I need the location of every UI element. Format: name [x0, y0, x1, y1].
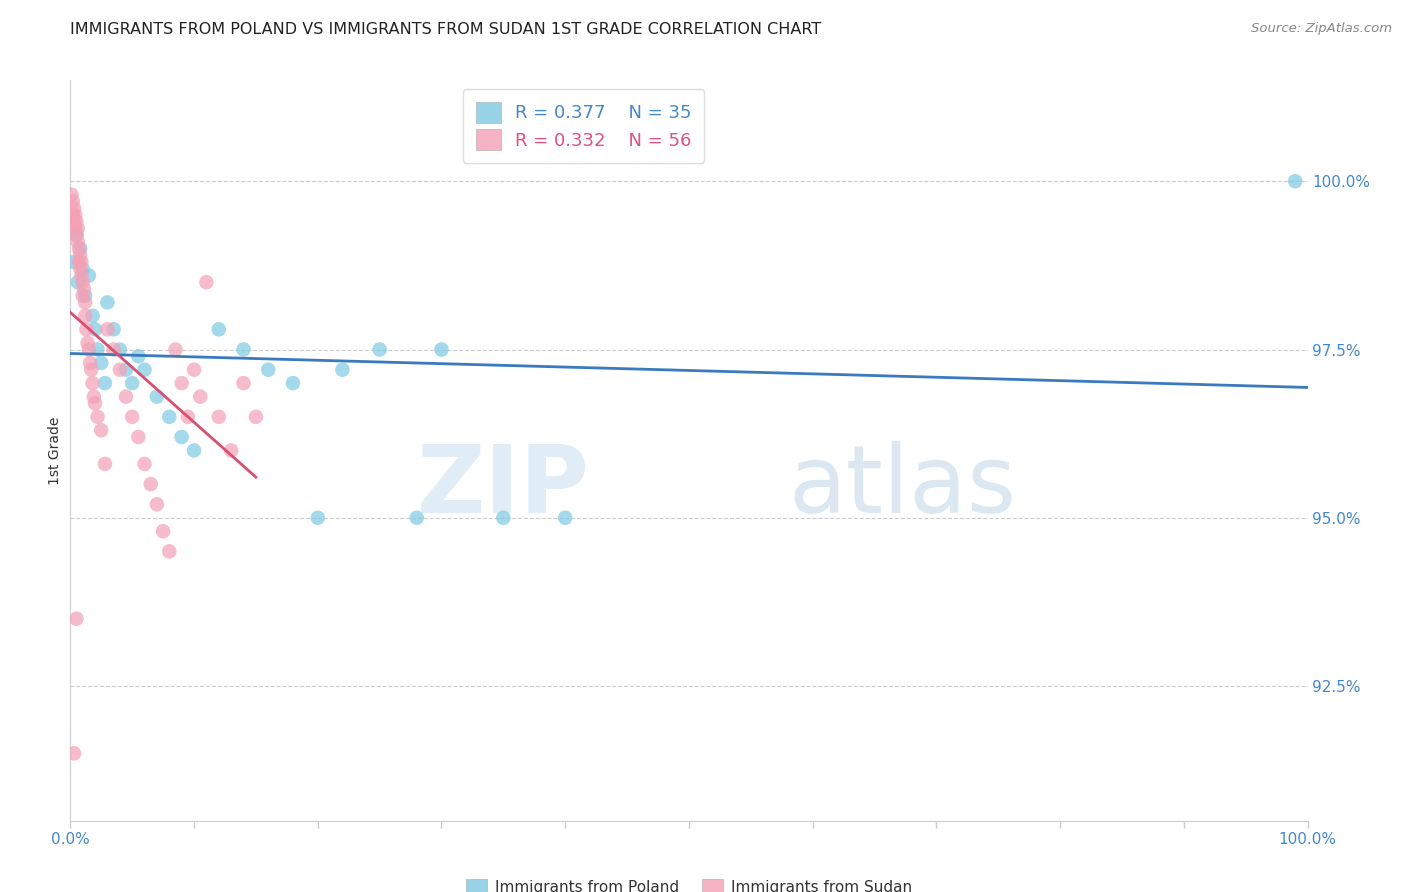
- Point: [82, 309, 104, 323]
- Point: [170, 376, 193, 391]
- Point: [219, 443, 242, 458]
- Point: [177, 409, 200, 424]
- Point: [63, 201, 86, 215]
- Point: [82, 376, 104, 391]
- Point: [103, 343, 125, 357]
- Point: [257, 362, 280, 376]
- Point: [121, 376, 143, 391]
- Point: [134, 457, 156, 471]
- Legend: Immigrants from Poland, Immigrants from Sudan: Immigrants from Poland, Immigrants from …: [460, 872, 918, 892]
- Point: [139, 477, 162, 491]
- Point: [75, 295, 97, 310]
- Point: [232, 376, 254, 391]
- Point: [554, 510, 576, 524]
- Text: atlas: atlas: [787, 442, 1017, 533]
- Point: [84, 396, 107, 410]
- Point: [77, 268, 100, 283]
- Point: [165, 343, 187, 357]
- Point: [65, 228, 87, 243]
- Point: [75, 322, 97, 336]
- Point: [70, 268, 93, 283]
- Point: [146, 390, 169, 404]
- Point: [405, 510, 427, 524]
- Point: [63, 255, 86, 269]
- Point: [75, 309, 97, 323]
- Point: [208, 322, 231, 336]
- Point: [63, 747, 86, 761]
- Point: [121, 409, 143, 424]
- Point: [65, 214, 87, 228]
- Point: [281, 376, 304, 391]
- Point: [146, 497, 169, 511]
- Point: [65, 612, 87, 626]
- Point: [96, 295, 118, 310]
- Point: [69, 248, 91, 262]
- Point: [86, 343, 108, 357]
- Point: [103, 322, 125, 336]
- Point: [66, 235, 89, 249]
- Point: [127, 430, 149, 444]
- Point: [84, 322, 107, 336]
- Point: [94, 457, 117, 471]
- Point: [77, 343, 100, 357]
- Text: Source: ZipAtlas.com: Source: ZipAtlas.com: [1251, 22, 1392, 36]
- Point: [108, 362, 131, 376]
- Point: [80, 362, 103, 376]
- Point: [90, 423, 112, 437]
- Point: [65, 228, 87, 243]
- Point: [62, 208, 84, 222]
- Point: [66, 221, 89, 235]
- Point: [79, 356, 101, 370]
- Point: [72, 275, 94, 289]
- Point: [62, 194, 84, 209]
- Point: [134, 362, 156, 376]
- Point: [72, 261, 94, 276]
- Point: [170, 430, 193, 444]
- Point: [183, 443, 205, 458]
- Point: [115, 362, 138, 376]
- Point: [90, 356, 112, 370]
- Point: [73, 282, 96, 296]
- Point: [69, 261, 91, 276]
- Point: [208, 409, 231, 424]
- Point: [368, 343, 391, 357]
- Point: [94, 376, 117, 391]
- Point: [86, 409, 108, 424]
- Point: [96, 322, 118, 336]
- Text: ZIP: ZIP: [418, 442, 591, 533]
- Point: [245, 409, 267, 424]
- Point: [70, 255, 93, 269]
- Point: [157, 409, 180, 424]
- Point: [188, 390, 211, 404]
- Point: [183, 362, 205, 376]
- Text: IMMIGRANTS FROM POLAND VS IMMIGRANTS FROM SUDAN 1ST GRADE CORRELATION CHART: IMMIGRANTS FROM POLAND VS IMMIGRANTS FRO…: [70, 22, 821, 37]
- Point: [65, 208, 87, 222]
- Point: [63, 214, 86, 228]
- Point: [232, 343, 254, 357]
- Point: [492, 510, 515, 524]
- Point: [115, 390, 138, 404]
- Point: [307, 510, 329, 524]
- Point: [83, 390, 105, 404]
- Point: [127, 349, 149, 363]
- Point: [108, 343, 131, 357]
- Point: [69, 242, 91, 256]
- Point: [65, 221, 87, 235]
- Point: [157, 544, 180, 558]
- Point: [67, 242, 90, 256]
- Point: [66, 275, 89, 289]
- Point: [72, 288, 94, 302]
- Point: [1284, 174, 1306, 188]
- Point: [332, 362, 354, 376]
- Point: [75, 288, 97, 302]
- Point: [430, 343, 453, 357]
- Point: [60, 187, 83, 202]
- Point: [152, 524, 174, 539]
- Point: [76, 335, 98, 350]
- Point: [67, 255, 90, 269]
- Y-axis label: 1st Grade: 1st Grade: [48, 417, 62, 484]
- Point: [195, 275, 218, 289]
